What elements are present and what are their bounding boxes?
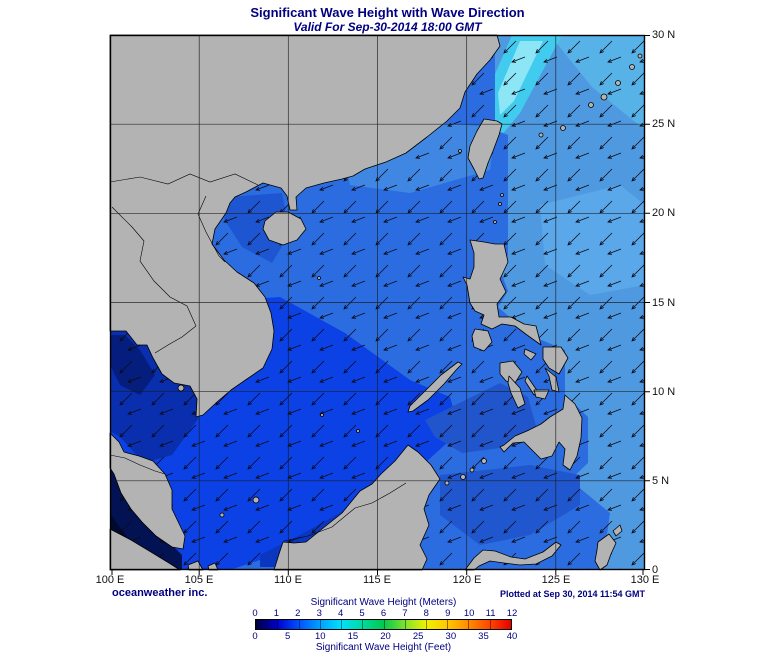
feet-tick: 40 (506, 631, 518, 642)
island-dot-sulu (444, 480, 450, 486)
island-dot-anambas (219, 512, 225, 518)
island-dot-ryukyu (615, 80, 621, 86)
landmasses (109, 34, 643, 571)
lat-label: 25 N (652, 118, 676, 130)
landmass-masbate (523, 348, 537, 361)
island-dot-batanes (498, 202, 502, 206)
legend-meters-ticks: 0 1 2 3 4 5 6 7 8 9 10 11 12 (252, 608, 517, 619)
island-dot-spratly (320, 413, 324, 417)
island-dot-ryukyu (588, 102, 594, 108)
lat-label: 20 N (652, 207, 676, 219)
meters-tick: 6 (380, 608, 387, 619)
island-dot-sulu (481, 458, 487, 464)
plotted-timestamp: Plotted at Sep 30, 2014 11:54 GMT (499, 589, 645, 599)
colorbar (255, 619, 512, 630)
island-dot-sulu (460, 474, 466, 480)
landmass-malay-peninsula (109, 432, 186, 550)
lat-label: 5 N (652, 475, 670, 487)
graticule (110, 35, 645, 570)
meters-tick: 12 (506, 608, 518, 619)
landmass-bohol (533, 389, 550, 400)
meters-tick: 5 (359, 608, 365, 619)
meters-tick: 7 (402, 608, 408, 619)
island-dot-ryukyu (637, 53, 643, 59)
island-dot-ryukyu (560, 125, 566, 131)
lon-label: 100 E (95, 574, 125, 586)
legend-feet-title: Significant Wave Height (Feet) (315, 642, 452, 653)
landmass-mindoro (471, 328, 493, 352)
landmass-hainan (262, 211, 307, 246)
lat-label: 0 (652, 564, 659, 576)
meters-tick: 0 (252, 608, 258, 619)
meters-tick: 8 (423, 608, 429, 619)
lon-label: 120 E (452, 574, 482, 586)
meters-tick: 11 (485, 608, 496, 619)
map-svg (109, 34, 650, 575)
island-dot-phu-quoc (177, 384, 185, 392)
island-dot-spratly (356, 429, 360, 433)
island-dot-penghu (458, 149, 462, 153)
axis-ticks (111, 35, 650, 575)
meters-tick: 2 (295, 608, 301, 619)
legend-feet-ticks: 0 5 10 15 20 25 30 35 40 (252, 631, 517, 642)
lat-label: 30 N (652, 29, 676, 41)
meters-tick: 10 (463, 608, 475, 619)
landmass-palawan (407, 361, 463, 413)
meters-tick: 4 (338, 608, 344, 619)
lat-label: 15 N (652, 297, 676, 309)
landmass-luzon (462, 239, 542, 346)
island-dot-ryukyu (600, 93, 608, 101)
landmass-halmahera (594, 533, 617, 571)
page-subtitle: Valid For Sep-30-2014 18:00 GMT (293, 20, 482, 34)
page-title: Significant Wave Height with Wave Direct… (250, 5, 525, 20)
landmass-sulawesi-arm (464, 541, 562, 571)
country-borders (109, 173, 407, 542)
island-dot-babuyan (493, 220, 497, 224)
island-dot-ryukyu (629, 64, 635, 70)
lon-label: 130 E (630, 574, 660, 586)
legend-meters-title: Significant Wave Height (Meters) (310, 597, 457, 608)
landmass-morotai (612, 524, 623, 537)
meters-tick: 9 (445, 608, 451, 619)
landmass-mindanao (499, 394, 583, 471)
credit-text: oceanweather inc. (112, 587, 208, 599)
lon-label: 115 E (363, 574, 391, 586)
feet-tick: 35 (478, 631, 489, 642)
feet-tick: 0 (252, 631, 258, 642)
feet-tick: 20 (380, 631, 391, 642)
feet-tick: 25 (412, 631, 424, 642)
lon-label: 110 E (274, 574, 302, 586)
meters-tick: 1 (273, 608, 280, 619)
feet-tick: 15 (347, 631, 359, 642)
island-dot-natuna (252, 496, 260, 504)
island-dot-paracel (317, 276, 321, 280)
island-dot-sulu (469, 467, 475, 473)
map-frame (109, 34, 650, 575)
feet-tick: 30 (445, 631, 457, 642)
wave-height-legend: Significant Wave Height (Meters) 0 1 2 3… (252, 597, 517, 657)
meters-tick: 3 (316, 608, 322, 619)
lat-label: 10 N (652, 386, 676, 398)
feet-tick: 5 (284, 631, 291, 642)
island-dot-batanes (500, 193, 504, 197)
island-dot-ryukyu (538, 132, 544, 138)
lon-label: 105 E (184, 574, 214, 586)
feet-tick: 10 (314, 631, 326, 642)
map-border (109, 34, 646, 571)
lon-label: 125 E (541, 574, 571, 586)
